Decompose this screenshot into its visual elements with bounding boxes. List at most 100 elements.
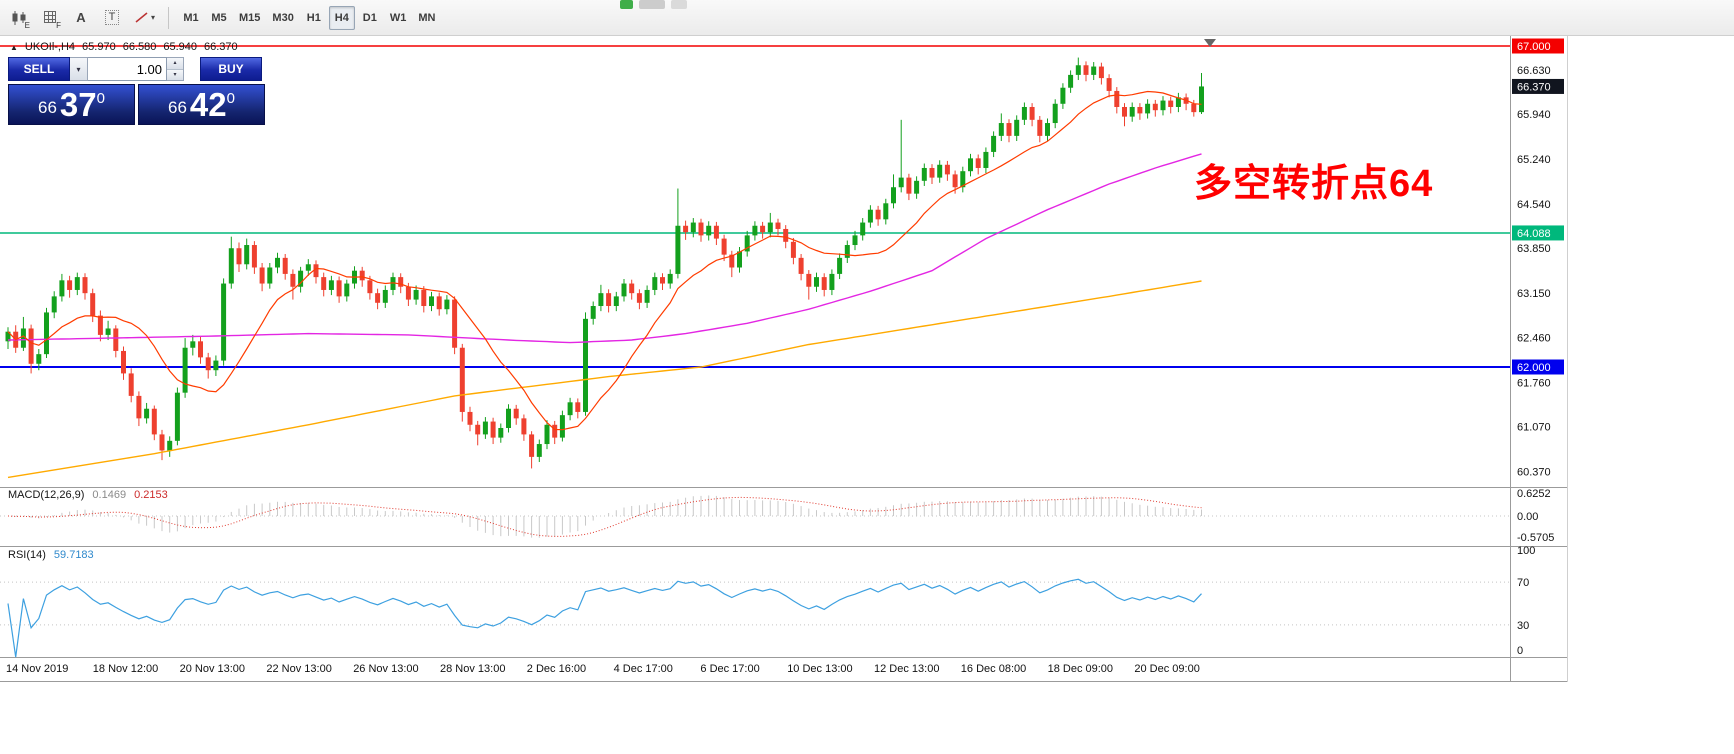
chart-header: ▲ UKOIl-,H4 65.970 66.580 65.940 66.370 [10, 41, 245, 53]
toolbar-separator [168, 6, 170, 29]
svg-text:26 Nov 13:00: 26 Nov 13:00 [353, 663, 418, 675]
grid-icon [43, 11, 56, 23]
ohlc-open: 65.970 [82, 41, 116, 53]
text-label-button[interactable]: A [68, 5, 94, 31]
svg-text:63.150: 63.150 [1517, 288, 1551, 300]
ohlc-high: 66.580 [122, 41, 157, 53]
rsi-line [7, 578, 1202, 658]
sell-dropdown-button[interactable]: ▾ [70, 57, 88, 81]
svg-text:62.460: 62.460 [1517, 332, 1551, 344]
letter-icon: A [76, 10, 86, 25]
svg-text:20 Nov 13:00: 20 Nov 13:00 [180, 663, 245, 675]
trendline-icon [135, 12, 148, 23]
rsi-value: 59.7183 [53, 549, 94, 561]
timeframe-mn-button[interactable]: MN [413, 6, 440, 30]
one-click-trading-panel: SELL ▾ ▴ ▾ BUY 66 37 0 66 42 0 [8, 57, 265, 125]
timeframe-d1-button[interactable]: D1 [357, 6, 383, 30]
volume-input[interactable] [88, 57, 167, 81]
svg-text:66.630: 66.630 [1517, 65, 1551, 77]
svg-text:4 Dec 17:00: 4 Dec 17:00 [614, 663, 673, 675]
buy-price-point: 0 [226, 90, 235, 107]
svg-text:64.088: 64.088 [1517, 228, 1551, 240]
sell-price-bigfigure: 66 [38, 97, 57, 117]
svg-text:62.000: 62.000 [1517, 362, 1551, 374]
timeframe-h1-button[interactable]: H1 [301, 6, 327, 30]
macd-name: MACD(12,26,9) [8, 489, 85, 501]
textbox-button[interactable]: T [99, 5, 125, 31]
pane-separators[interactable] [0, 487, 1567, 682]
buy-price-bigfigure: 66 [168, 97, 187, 117]
ma-mid-line [7, 153, 1202, 344]
svg-text:67.000: 67.000 [1517, 41, 1551, 53]
svg-text:10 Dec 13:00: 10 Dec 13:00 [787, 663, 852, 675]
svg-text:61.760: 61.760 [1517, 377, 1551, 389]
svg-text:70: 70 [1517, 577, 1529, 589]
svg-text:100: 100 [1517, 545, 1535, 557]
macd-signal-value: 0.2153 [134, 489, 168, 501]
svg-text:0.6252: 0.6252 [1517, 488, 1551, 500]
rsi-indicator-label: RSI(14) 59.7183 [8, 549, 102, 561]
macd-main-value: 0.1469 [92, 489, 127, 501]
svg-text:64.540: 64.540 [1517, 199, 1551, 211]
macd-indicator-label: MACD(12,26,9) 0.1469 0.2153 [8, 489, 176, 501]
svg-text:0.00: 0.00 [1517, 511, 1538, 523]
chart-template-button[interactable]: E [6, 5, 32, 31]
toolbar: E F A T ▾ M1 M5 M15 M30 H1 H4 D1 W1 MN [0, 0, 1734, 36]
buy-price-pips: 42 [189, 86, 227, 123]
svg-text:28 Nov 13:00: 28 Nov 13:00 [440, 663, 505, 675]
sell-price-point: 0 [96, 90, 105, 107]
svg-text:0: 0 [1517, 645, 1523, 657]
svg-text:22 Nov 13:00: 22 Nov 13:00 [266, 663, 331, 675]
time-axis-labels[interactable]: 14 Nov 2019 18 Nov 12:00 20 Nov 13:00 22 No… [6, 663, 1200, 675]
chart-expand-icon[interactable]: ▲ [10, 42, 18, 52]
chart-shift-marker[interactable] [1204, 39, 1216, 47]
macd-histogram [15, 495, 1202, 538]
volume-stepper: ▴ ▾ [167, 57, 184, 81]
cropped-window-artifact [620, 0, 687, 9]
chart-window-icon [12, 10, 25, 25]
buy-price-display[interactable]: 66 42 0 [138, 84, 265, 125]
macd-axis[interactable]: 0.6252 0.00 -0.5705 [1517, 488, 1554, 544]
svg-text:20 Dec 09:00: 20 Dec 09:00 [1134, 663, 1199, 675]
ma-slow-line [7, 280, 1202, 479]
svg-text:12 Dec 13:00: 12 Dec 13:00 [874, 663, 939, 675]
toolbar-icons: E F A T ▾ [6, 5, 159, 31]
icon-badge: E [24, 20, 30, 30]
buy-button[interactable]: BUY [200, 57, 262, 81]
svg-text:63.850: 63.850 [1517, 243, 1551, 255]
volume-up-button[interactable]: ▴ [167, 58, 183, 69]
svg-text:18 Dec 09:00: 18 Dec 09:00 [1048, 663, 1113, 675]
rsi-name: RSI(14) [8, 549, 46, 561]
timeframe-h4-button[interactable]: H4 [328, 5, 355, 30]
trade-panel-gap [184, 57, 200, 81]
draw-tools-button[interactable]: ▾ [130, 5, 159, 31]
svg-text:30: 30 [1517, 620, 1529, 632]
sell-button[interactable]: SELL [8, 57, 70, 81]
rsi-axis[interactable]: 100 70 30 0 [1517, 545, 1535, 657]
price-axis[interactable]: 67.000 66.630 66.370 65.940 65.240 64.540 64.0… [1512, 38, 1564, 479]
svg-text:61.070: 61.070 [1517, 422, 1551, 434]
candlestick-series [5, 57, 1204, 469]
svg-text:65.940: 65.940 [1517, 109, 1551, 121]
grid-button[interactable]: F [37, 5, 63, 31]
gray-artifact-chip [639, 0, 665, 9]
timeframe-m30-button[interactable]: M30 [267, 6, 298, 30]
sell-price-display[interactable]: 66 37 0 [8, 84, 135, 125]
svg-text:-0.5705: -0.5705 [1517, 532, 1554, 544]
volume-down-button[interactable]: ▾ [167, 68, 183, 80]
timeframe-m1-button[interactable]: M1 [178, 6, 204, 30]
timeframe-m15-button[interactable]: M15 [234, 6, 265, 30]
icon-badge: F [56, 20, 61, 30]
svg-text:14 Nov 2019: 14 Nov 2019 [6, 663, 68, 675]
sell-price-pips: 37 [59, 86, 97, 123]
timeframe-m5-button[interactable]: M5 [206, 6, 232, 30]
green-artifact-chip [620, 0, 633, 9]
svg-text:65.240: 65.240 [1517, 154, 1551, 166]
textbox-icon: T [104, 10, 120, 25]
timeframe-w1-button[interactable]: W1 [385, 6, 412, 30]
ohlc-close: 66.370 [204, 41, 238, 53]
symbol-period-label: UKOIl-,H4 [24, 41, 76, 53]
svg-text:66.370: 66.370 [1517, 81, 1551, 93]
ohlc-low: 65.940 [163, 41, 198, 53]
